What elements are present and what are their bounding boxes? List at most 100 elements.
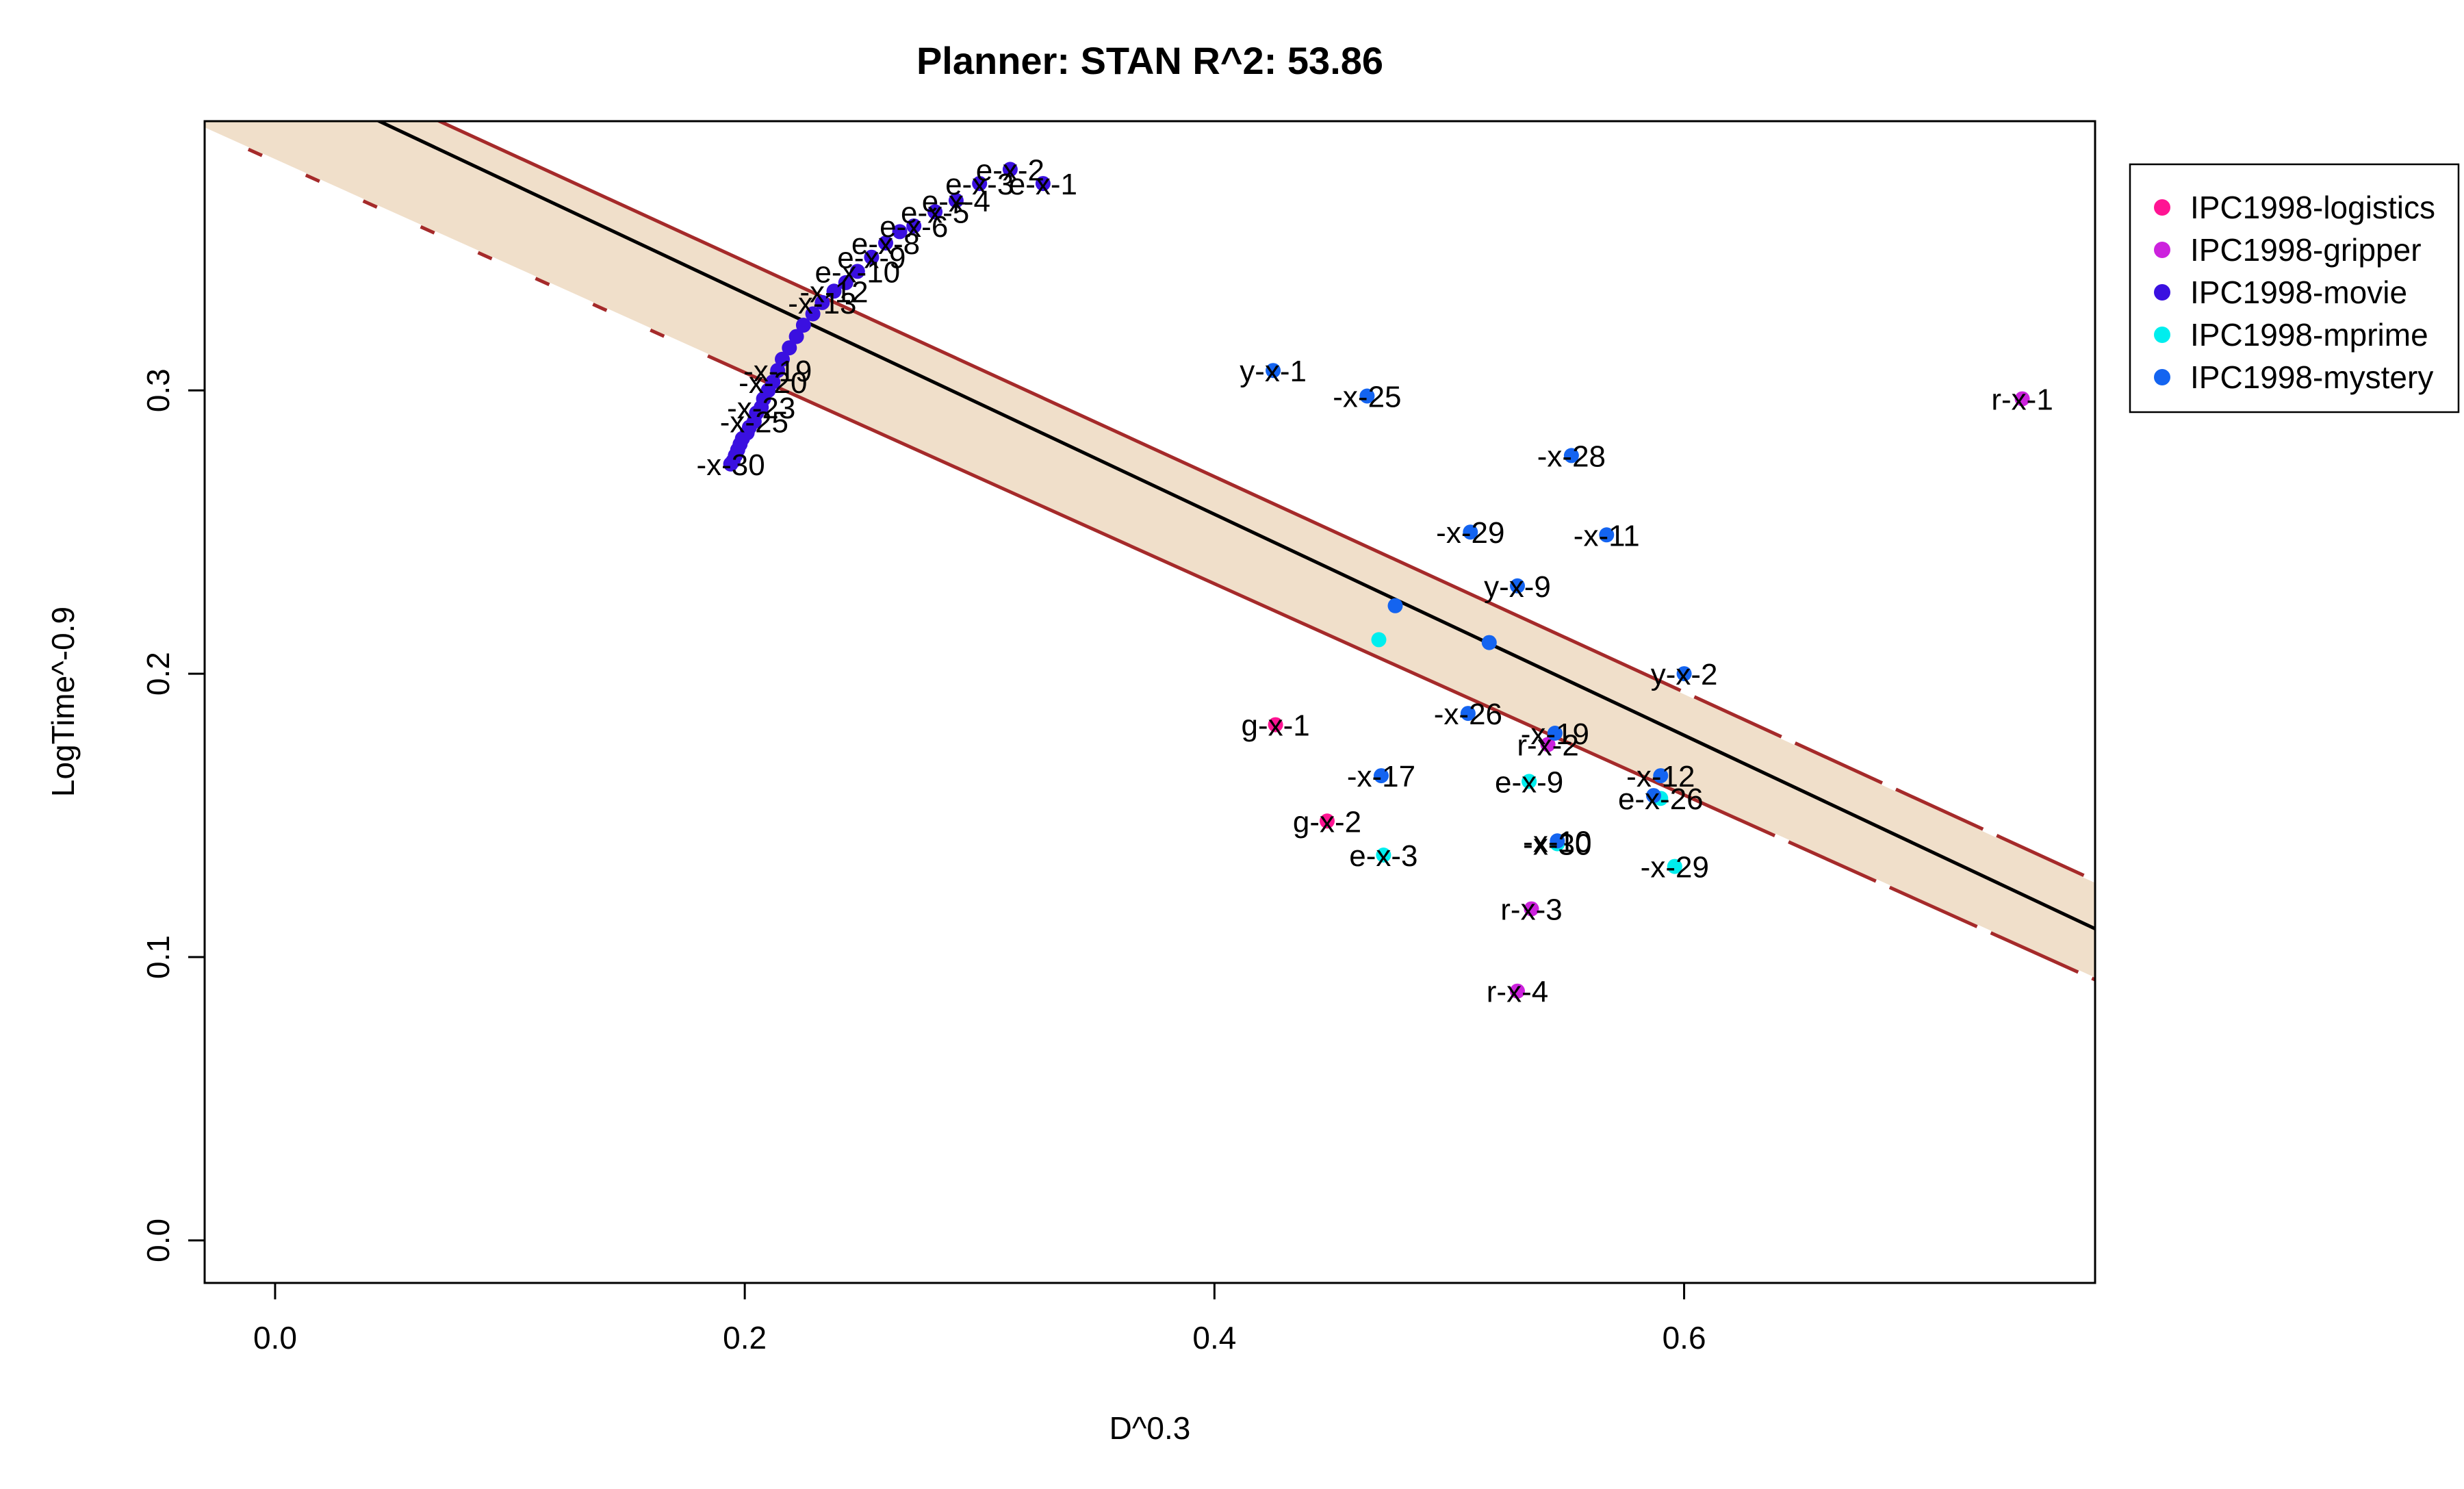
point-label: -x-10 <box>1523 825 1591 858</box>
legend-marker <box>2154 369 2170 385</box>
data-point <box>1599 527 1615 543</box>
data-point <box>805 306 821 322</box>
data-point <box>770 363 786 379</box>
point-label: -x-25 <box>1333 381 1401 414</box>
data-point <box>1653 768 1669 784</box>
point-label: r-x-3 <box>1500 893 1562 927</box>
point-label: -x-29 <box>1641 851 1709 885</box>
points-layer <box>723 162 2030 999</box>
fit-line-layer <box>205 121 2095 982</box>
point-label: -x-17 <box>1347 760 1415 793</box>
data-point <box>1481 635 1497 650</box>
legend-entry: IPC1998-mystery <box>2190 359 2433 395</box>
y-tick-label: 0.0 <box>140 1219 176 1262</box>
x-axis-label: D^0.3 <box>1109 1410 1191 1446</box>
data-point <box>1547 726 1563 741</box>
point-label: e-x-9 <box>1495 765 1563 799</box>
data-point <box>1268 717 1283 733</box>
data-point <box>775 351 790 367</box>
point-label: -x-20 <box>739 366 807 400</box>
data-point <box>814 294 830 310</box>
point-label: g-x-1 <box>1241 709 1309 743</box>
x-tick-label: 0.6 <box>1663 1320 1706 1356</box>
data-point <box>1374 768 1389 784</box>
point-label: e-x-3 <box>945 168 1014 201</box>
x-tick-label: 0.0 <box>253 1320 297 1356</box>
x-tick-label: 0.4 <box>1192 1320 1236 1356</box>
data-point <box>1550 833 1565 849</box>
data-point <box>864 249 880 265</box>
legend-entry: IPC1998-gripper <box>2190 232 2422 268</box>
lower-bound-dashed-left <box>205 127 723 364</box>
data-point <box>826 283 842 299</box>
point-label: e-x-9 <box>837 242 906 275</box>
data-point <box>1266 363 1281 379</box>
axes-layer: 0.0 0.2 0.4 0.6 0.0 0.1 0.2 0.3 <box>140 368 1706 1356</box>
legend: IPC1998-logistics IPC1998-gripper IPC1998-… <box>2129 163 2460 413</box>
confidence-band <box>205 121 2095 980</box>
legend-entry: IPC1998-movie <box>2190 275 2407 310</box>
data-point <box>849 264 865 279</box>
data-point <box>782 340 797 356</box>
data-point <box>1387 598 1403 613</box>
data-point <box>1463 524 1478 540</box>
point-label: r-x-4 <box>1487 976 1548 1009</box>
data-point <box>1522 774 1537 789</box>
data-point <box>1510 983 1525 999</box>
data-point <box>892 224 908 240</box>
legend-box <box>2129 163 2460 413</box>
point-label: e-x-10 <box>814 255 900 289</box>
point-label: y-x-9 <box>1484 570 1551 604</box>
point-label: e-x-1 <box>1009 168 1077 201</box>
y-tick-label: 0.2 <box>140 652 176 696</box>
x-tick-label: 0.2 <box>723 1320 767 1356</box>
lower-bound-line <box>205 128 2095 982</box>
point-label: -x-26 <box>1434 698 1502 731</box>
point-label: g-x-2 <box>1293 805 1361 839</box>
point-label: e-x-5 <box>901 196 969 229</box>
point-label: e-x-8 <box>851 227 920 261</box>
data-point <box>927 204 943 220</box>
y-tick-label: 0.1 <box>140 935 176 979</box>
data-point <box>948 192 964 208</box>
data-point <box>1524 901 1539 917</box>
point-label: -x-30 <box>696 448 765 482</box>
point-label: -x-28 <box>1537 440 1606 473</box>
data-point <box>1667 858 1682 874</box>
y-axis-label: LogTime^-0.9 <box>45 607 81 797</box>
data-point <box>1376 848 1391 863</box>
data-point <box>1320 813 1335 829</box>
point-label: -x-19 <box>1521 717 1589 751</box>
legend-marker <box>2154 242 2170 258</box>
data-point <box>1540 737 1556 752</box>
point-label: -x-12 <box>1626 760 1695 793</box>
point-label: -x-19 <box>743 355 812 388</box>
data-point <box>1371 632 1387 648</box>
point-label: -x-11 <box>1574 519 1640 552</box>
regression-line <box>375 121 2095 930</box>
data-point <box>795 318 811 333</box>
data-point <box>878 236 893 251</box>
point-label: -x-30 <box>1523 828 1591 862</box>
data-point <box>1510 578 1525 594</box>
chart-title: Planner: STAN R^2: 53.86 <box>916 39 1383 82</box>
point-label: -x-13 <box>788 287 856 320</box>
y-tick-label: 0.3 <box>140 368 176 412</box>
point-label: r-x-2 <box>1517 729 1578 763</box>
data-point <box>838 275 854 290</box>
point-label: y-x-2 <box>1651 658 1718 691</box>
point-labels-layer: g-x-1g-x-2r-x-1r-x-2r-x-3r-x-4e-x-2e-x-1… <box>696 153 2053 1008</box>
data-point <box>1563 448 1579 463</box>
legend-entry: IPC1998-logistics <box>2190 190 2435 225</box>
fit-band-layer <box>205 121 2095 980</box>
data-point <box>1359 388 1375 404</box>
data-point <box>1676 666 1692 682</box>
data-point <box>906 218 922 234</box>
point-label: e-x-2 <box>976 153 1044 187</box>
legend-marker <box>2154 284 2170 301</box>
data-point <box>1002 162 1018 177</box>
point-label: e-x-26 <box>1618 782 1704 816</box>
data-point <box>2014 391 2030 407</box>
data-point <box>1460 706 1476 722</box>
